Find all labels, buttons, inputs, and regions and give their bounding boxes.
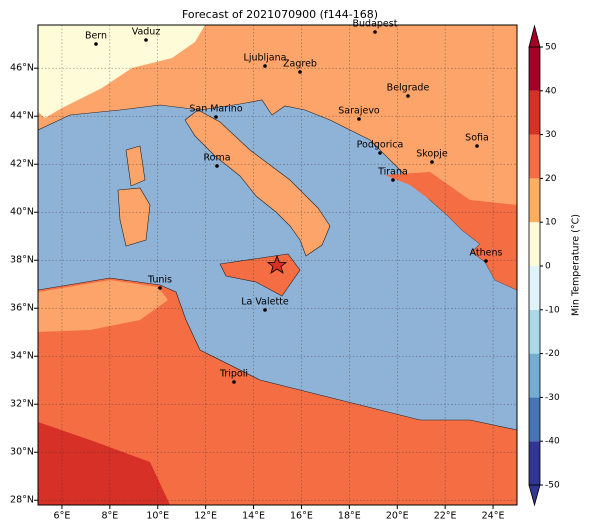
- city-label: Tripoli: [219, 369, 248, 380]
- colorbar-band: [529, 441, 540, 485]
- map-title: Forecast of 2021070900 (f144-168): [182, 8, 378, 21]
- city-label: Tunis: [147, 275, 172, 286]
- x-tick-label: 20°E: [386, 511, 409, 522]
- city-label: Sarajevo: [338, 106, 380, 117]
- event-star: [266, 254, 288, 274]
- africa-hot: [38, 422, 170, 505]
- x-tick-label: 10°E: [146, 511, 169, 522]
- x-tick-label: 8°E: [101, 511, 118, 522]
- city-label: Belgrade: [387, 83, 430, 94]
- city-dot: [263, 308, 267, 312]
- colorbar-tick-label: 0: [545, 262, 551, 272]
- colorbar-band: [529, 309, 540, 354]
- city-dot: [357, 117, 361, 121]
- city-dot: [391, 178, 395, 182]
- x-tick-label: 16°E: [290, 511, 313, 522]
- colorbar-tick-label: -10: [545, 305, 560, 315]
- balkan-warm: [385, 172, 517, 290]
- colorbar-band: [529, 134, 540, 179]
- city-dot: [406, 94, 410, 98]
- colorbar-band: [529, 178, 540, 223]
- colorbar-band: [529, 90, 540, 135]
- city-label: Budapest: [353, 19, 398, 30]
- city-dot: [232, 380, 236, 384]
- italy: [184, 109, 331, 257]
- city-label: Podgorica: [357, 140, 404, 151]
- y-tick-label: 44°N: [10, 111, 34, 122]
- city-label: Roma: [203, 153, 230, 164]
- colorbar-tick-label: 10: [545, 218, 557, 228]
- y-tick-label: 40°N: [10, 207, 34, 218]
- city-label: Vaduz: [132, 27, 161, 38]
- city-dot: [298, 70, 302, 74]
- map-frame: [37, 24, 518, 506]
- city-label: Skopje: [416, 149, 448, 160]
- city-dot: [144, 38, 148, 42]
- city-label: Athens: [470, 248, 503, 259]
- city-label: Zagreb: [283, 59, 317, 70]
- alps-cool: [38, 25, 205, 118]
- city-dot: [475, 144, 479, 148]
- city-dot: [214, 115, 218, 119]
- city-label: Tirana: [377, 167, 408, 178]
- y-tick-label: 38°N: [10, 255, 34, 266]
- colorbar: -50 -40 -30 -20 -10 0 10 20 30 40 50: [528, 24, 560, 507]
- colorbar-tick-label: -20: [545, 349, 560, 359]
- colorbar-tick-label: -30: [545, 393, 560, 403]
- city-label: La Valette: [241, 297, 289, 308]
- y-tick-label: 34°N: [10, 351, 34, 362]
- city-label: San Marino: [189, 104, 242, 115]
- city-dot: [373, 30, 377, 34]
- colorbar-band: [529, 222, 540, 266]
- city-dot: [94, 42, 98, 46]
- colorbar-tick-label: -50: [545, 481, 560, 491]
- colorbar-label: Min Temperature (°C): [571, 214, 582, 316]
- colorbar-extend-top: [528, 24, 541, 48]
- sardinia: [117, 187, 151, 247]
- africa-coast: [38, 280, 168, 332]
- y-tick-label: 42°N: [10, 159, 34, 170]
- colorbar-extend-bottom: [528, 484, 541, 507]
- colorbar-tick-label: 50: [545, 43, 557, 53]
- x-tick-label: 12°E: [194, 511, 217, 522]
- city-label: Ljubljana: [244, 53, 287, 64]
- x-tick-label: 14°E: [242, 511, 265, 522]
- city-dot: [484, 259, 488, 263]
- city-dot: [158, 286, 162, 290]
- city-label: Sofia: [465, 133, 489, 144]
- city-dot: [430, 160, 434, 164]
- grid: [38, 25, 517, 505]
- colorbar-tick-label: -40: [545, 437, 560, 447]
- colorbar-tick-label: 30: [545, 130, 557, 140]
- colorbar-band: [529, 47, 540, 91]
- city-dot: [378, 151, 382, 155]
- colorbar-tick-label: 40: [545, 86, 557, 96]
- x-tick-label: 22°E: [434, 511, 457, 522]
- corsica: [125, 145, 146, 187]
- colorbar-band: [529, 397, 540, 442]
- x-tick-label: 24°E: [482, 511, 505, 522]
- city-label: Bern: [85, 31, 107, 42]
- y-tick-label: 36°N: [10, 303, 34, 314]
- city-dot: [263, 64, 267, 68]
- x-tick-label: 6°E: [54, 511, 71, 522]
- city-dot: [215, 164, 219, 168]
- y-tick-label: 28°N: [10, 495, 34, 506]
- x-tick-label: 18°E: [338, 511, 361, 522]
- y-tick-label: 32°N: [10, 399, 34, 410]
- y-tick-label: 30°N: [10, 447, 34, 458]
- colorbar-tick-label: 20: [545, 174, 557, 184]
- colorbar-band: [529, 353, 540, 398]
- y-tick-label: 46°N: [10, 63, 34, 74]
- colorbar-band: [529, 266, 540, 310]
